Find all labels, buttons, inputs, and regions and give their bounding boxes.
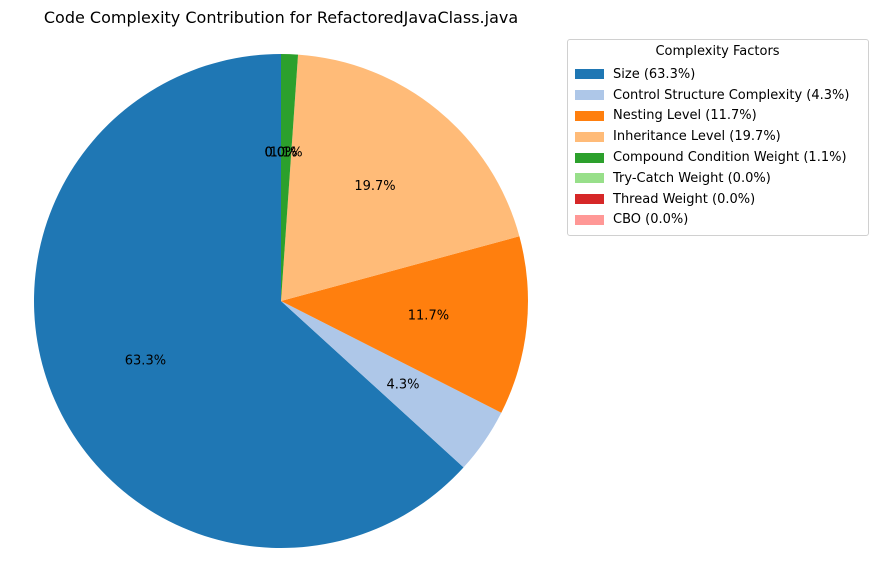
legend: Complexity Factors Size (63.3%) Control S…: [567, 39, 869, 237]
legend-swatch-1: [575, 90, 604, 101]
legend-swatch-0: [575, 69, 604, 80]
pie-slice-2: [281, 236, 528, 413]
legend-item-2: Nesting Level (11.7%): [575, 106, 860, 127]
chart-title: Code Complexity Contribution for Refacto…: [43, 8, 519, 27]
legend-items: Size (63.3%) Control Structure Complexity…: [575, 64, 860, 230]
legend-label-3: Inheritance Level (19.7%): [613, 129, 781, 145]
legend-swatch-3: [575, 131, 604, 142]
pie-label-7: 0.0%: [264, 145, 297, 160]
legend-swatch-5: [575, 173, 604, 184]
pie-label-5: 0.0%: [264, 145, 297, 160]
legend-swatch-6: [575, 194, 604, 205]
legend-label-4: Compound Condition Weight (1.1%): [613, 150, 847, 166]
legend-swatch-2: [575, 110, 604, 121]
legend-item-1: Control Structure Complexity (4.3%): [575, 85, 860, 106]
legend-title: Complexity Factors: [655, 44, 780, 59]
legend-swatch-4: [575, 152, 604, 163]
pie-slice-0: [34, 54, 464, 549]
legend-item-3: Inheritance Level (19.7%): [575, 126, 860, 147]
legend-item-4: Compound Condition Weight (1.1%): [575, 147, 860, 168]
legend-label-7: CBO (0.0%): [613, 212, 689, 228]
legend-item-0: Size (63.3%): [575, 64, 860, 85]
pie-label-4: 1.1%: [270, 145, 303, 160]
legend-item-6: Thread Weight (0.0%): [575, 189, 860, 210]
legend-label-5: Try-Catch Weight (0.0%): [613, 170, 771, 186]
pie-label-0: 63.3%: [125, 353, 166, 368]
legend-label-1: Control Structure Complexity (4.3%): [613, 87, 850, 103]
legend-label-2: Nesting Level (11.7%): [613, 108, 757, 124]
pie-label-6: 0.0%: [264, 145, 297, 160]
pie-slice-4: [281, 54, 299, 301]
pie-slice-3: [281, 54, 520, 302]
pie-label-2: 11.7%: [408, 309, 449, 324]
legend-label-0: Size (63.3%): [613, 66, 696, 82]
pie-label-3: 19.7%: [354, 179, 395, 194]
pie-chart: 63.3%4.3%11.7%19.7%1.1%0.0%0.0%0.0%: [34, 54, 528, 549]
pie-label-1: 4.3%: [386, 378, 419, 393]
legend-item-7: CBO (0.0%): [575, 210, 860, 231]
pie-slice-1: [281, 301, 502, 468]
legend-label-6: Thread Weight (0.0%): [613, 191, 756, 207]
legend-swatch-7: [575, 214, 604, 225]
legend-item-5: Try-Catch Weight (0.0%): [575, 168, 860, 189]
